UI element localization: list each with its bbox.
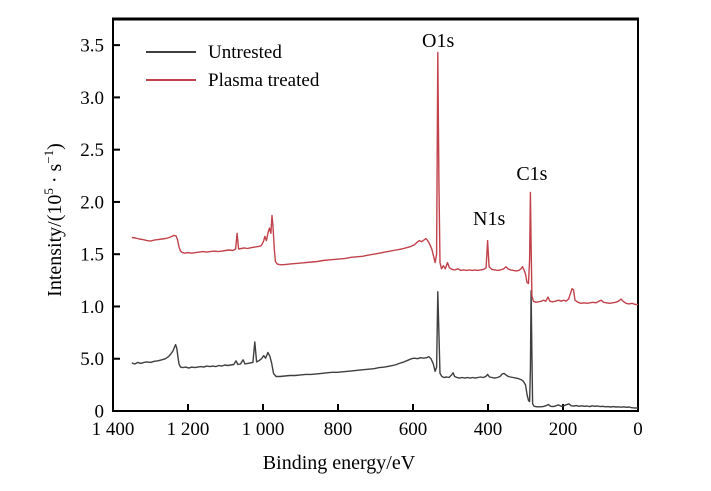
- x-tick-label-0: 0: [633, 419, 643, 440]
- series-line-plasma-treated: [131, 51, 638, 306]
- y-tick-label-3: 3.0: [80, 88, 104, 109]
- x-tick-label-200: 200: [549, 419, 578, 440]
- plasma-treated-line-swatch: [146, 79, 196, 81]
- y-tick-label-0.5: 5.0: [80, 349, 104, 370]
- y-tick-label-1: 1.0: [80, 297, 104, 318]
- x-tick-label-600: 600: [399, 419, 428, 440]
- y-tick-label-2.5: 2.5: [80, 140, 104, 161]
- series-line-untrested: [131, 290, 639, 409]
- legend-label-untreated: Untrested: [208, 41, 282, 63]
- x-tick-label-400: 400: [474, 419, 503, 440]
- y-tick-label-1.5: 1.5: [80, 245, 104, 266]
- y-axis-title-unit: · s: [43, 163, 66, 189]
- y-axis-title-close: ): [43, 143, 66, 150]
- y-axis-title-unit-exponent: −1: [41, 149, 57, 164]
- y-axis-title: Intensity/(105 · s−1): [41, 143, 67, 297]
- x-tick-label-800: 800: [324, 419, 353, 440]
- legend: Untrested Plasma treated: [146, 38, 319, 94]
- legend-item-untreated: Untrested: [146, 38, 319, 66]
- x-axis-title: Binding energy/eV: [262, 452, 416, 474]
- x-tick-label-1400: 1 400: [92, 419, 135, 440]
- x-tick-label-1200: 1 200: [167, 419, 210, 440]
- legend-item-plasma-treated: Plasma treated: [146, 66, 319, 94]
- legend-label-plasma-treated: Plasma treated: [208, 69, 320, 91]
- peak-label-o1s: O1s: [422, 30, 454, 52]
- untreated-line-swatch: [146, 51, 196, 53]
- y-tick-label-0: 0: [95, 402, 105, 423]
- y-axis-title-text: Intensity/(10: [43, 194, 66, 297]
- peak-label-n1s: N1s: [473, 208, 505, 230]
- y-tick-label-2: 2.0: [80, 192, 104, 213]
- peak-label-c1s: C1s: [516, 163, 547, 185]
- y-tick-label-3.5: 3.5: [80, 36, 104, 57]
- x-tick-label-1000: 1 000: [242, 419, 285, 440]
- y-axis-title-exponent: 5: [41, 188, 57, 195]
